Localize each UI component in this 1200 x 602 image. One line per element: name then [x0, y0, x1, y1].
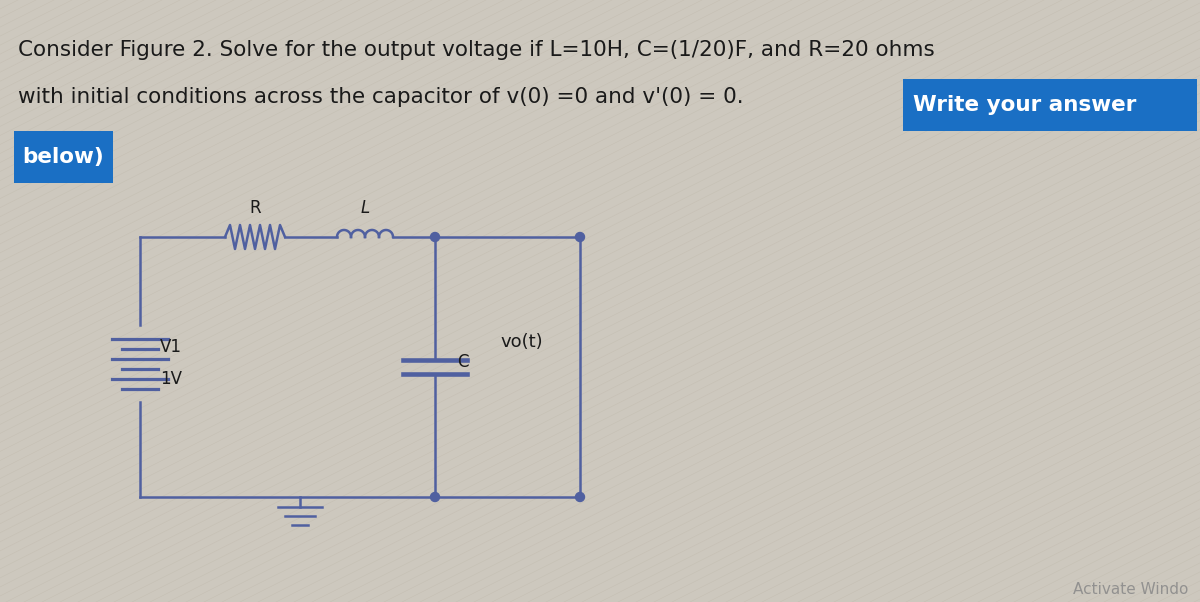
Text: Write your answer: Write your answer [913, 95, 1136, 115]
Text: V1: V1 [160, 338, 182, 356]
Circle shape [576, 492, 584, 501]
Text: Consider Figure 2. Solve for the output voltage if L=10H, C=(1/20)F, and R=20 oh: Consider Figure 2. Solve for the output … [18, 40, 935, 60]
Circle shape [576, 232, 584, 241]
Text: L: L [360, 199, 370, 217]
Text: with initial conditions across the capacitor of v(0) =0 and v'(0) = 0.: with initial conditions across the capac… [18, 87, 744, 107]
Text: Activate Windo: Activate Windo [1073, 582, 1188, 597]
Text: R: R [250, 199, 260, 217]
Circle shape [431, 492, 439, 501]
FancyBboxPatch shape [14, 131, 113, 183]
Circle shape [431, 232, 439, 241]
FancyBboxPatch shape [904, 79, 1198, 131]
Text: below): below) [22, 147, 103, 167]
Text: 1V: 1V [160, 370, 182, 388]
Text: C: C [457, 353, 468, 371]
Text: vo(t): vo(t) [500, 333, 542, 351]
